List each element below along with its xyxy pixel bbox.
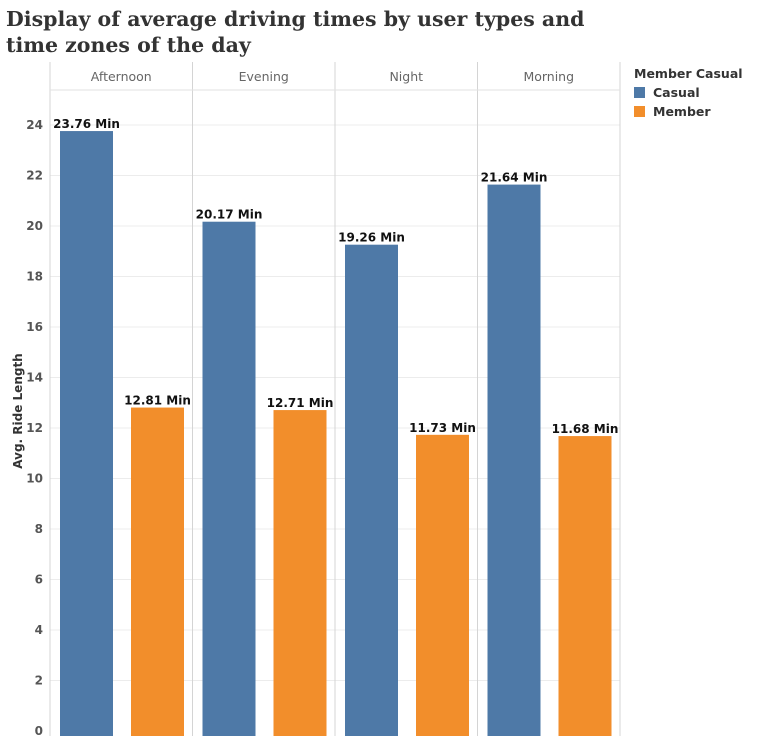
- y-tick-label: 0: [35, 724, 43, 736]
- data-label: 12.71 Min: [267, 396, 334, 410]
- y-tick-label: 12: [26, 421, 43, 435]
- legend-swatch-member: [634, 106, 645, 117]
- category-label: Evening: [239, 69, 289, 84]
- data-label: 23.76 Min: [53, 117, 120, 131]
- legend-label-member: Member: [653, 104, 711, 119]
- data-label: 21.64 Min: [481, 171, 548, 185]
- y-axis-label: Avg. Ride Length: [11, 353, 25, 468]
- data-label: 20.17 Min: [196, 208, 263, 222]
- y-tick-label: 20: [26, 219, 43, 233]
- bar-member: [416, 434, 469, 736]
- bar-member: [558, 436, 612, 736]
- bar-casual: [60, 131, 113, 736]
- data-label: 11.68 Min: [552, 422, 619, 436]
- category-label: Morning: [523, 69, 574, 84]
- y-tick-label: 4: [35, 623, 43, 637]
- y-tick-label: 8: [35, 522, 43, 536]
- y-tick-label: 10: [26, 472, 43, 486]
- y-tick-label: 14: [26, 371, 43, 385]
- bar-casual: [202, 221, 256, 736]
- bar-member: [273, 410, 327, 736]
- data-label: 19.26 Min: [338, 231, 405, 245]
- bar-casual: [345, 244, 398, 736]
- legend-swatch-casual: [634, 87, 645, 98]
- legend: Member Casual Casual Member: [634, 66, 743, 121]
- legend-title: Member Casual: [634, 66, 743, 81]
- legend-label-casual: Casual: [653, 85, 700, 100]
- y-tick-label: 6: [35, 573, 43, 587]
- data-label: 11.73 Min: [409, 421, 476, 435]
- bar-casual: [487, 184, 541, 736]
- y-tick-label: 24: [26, 118, 43, 132]
- bar-member: [131, 407, 184, 736]
- data-label: 12.81 Min: [124, 394, 191, 408]
- legend-item-casual[interactable]: Casual: [634, 83, 743, 102]
- y-tick-label: 18: [26, 270, 43, 284]
- y-tick-label: 22: [26, 169, 43, 183]
- y-tick-label: 2: [35, 674, 43, 688]
- category-label: Afternoon: [91, 69, 152, 84]
- legend-item-member[interactable]: Member: [634, 102, 743, 121]
- y-tick-label: 16: [26, 320, 43, 334]
- category-label: Night: [389, 69, 423, 84]
- chart-title: Display of average driving times by user…: [6, 7, 585, 57]
